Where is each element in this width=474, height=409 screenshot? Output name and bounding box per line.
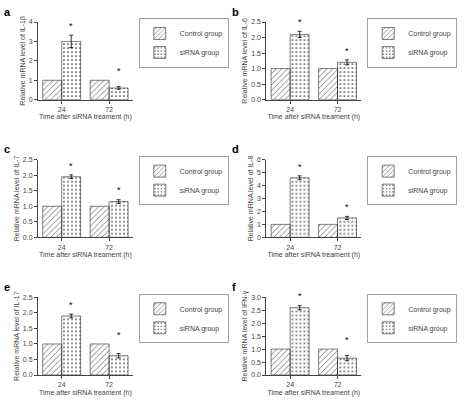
svg-text:0: 0 — [29, 96, 33, 103]
svg-text:a: a — [4, 6, 11, 18]
svg-text:1: 1 — [29, 77, 33, 84]
svg-text:2.0: 2.0 — [23, 309, 33, 316]
svg-text:Control group: Control group — [180, 30, 223, 38]
svg-text:Control group: Control group — [408, 30, 451, 38]
svg-text:24: 24 — [58, 381, 66, 388]
svg-text:Time after siRNA treament (h): Time after siRNA treament (h) — [267, 113, 360, 121]
svg-text:0: 0 — [257, 234, 261, 241]
svg-text:2.5: 2.5 — [23, 156, 33, 163]
svg-text:3: 3 — [29, 38, 33, 45]
svg-text:*: * — [117, 66, 121, 76]
svg-text:siRNA group: siRNA group — [180, 187, 219, 195]
svg-text:*: * — [117, 330, 121, 340]
svg-text:e: e — [4, 281, 10, 293]
svg-text:0.5: 0.5 — [251, 359, 261, 366]
svg-text:*: * — [69, 21, 73, 31]
svg-text:*: * — [345, 202, 349, 212]
svg-text:2.0: 2.0 — [251, 34, 261, 41]
svg-text:6: 6 — [257, 156, 261, 163]
svg-text:1.5: 1.5 — [251, 50, 261, 57]
svg-text:*: * — [345, 46, 349, 56]
svg-text:2.0: 2.0 — [23, 172, 33, 179]
svg-text:Relative mRNA level of IL-1β: Relative mRNA level of IL-1β — [19, 16, 27, 106]
svg-text:24: 24 — [286, 381, 294, 388]
svg-text:4: 4 — [29, 18, 33, 25]
svg-text:72: 72 — [105, 106, 113, 113]
svg-text:Relative mRNA level of IL-17: Relative mRNA level of IL-17 — [13, 291, 20, 381]
svg-text:*: * — [69, 161, 73, 171]
svg-text:0.0: 0.0 — [23, 234, 33, 241]
svg-text:0.0: 0.0 — [23, 371, 33, 378]
svg-text:Time after siRNA treament (h): Time after siRNA treament (h) — [39, 113, 132, 121]
svg-text:1.0: 1.0 — [23, 340, 33, 347]
svg-text:Relative mRNA level of IL-7: Relative mRNA level of IL-7 — [13, 156, 20, 242]
svg-text:d: d — [232, 143, 239, 155]
svg-text:*: * — [69, 300, 73, 310]
svg-text:2.0: 2.0 — [251, 320, 261, 327]
svg-text:0.0: 0.0 — [251, 96, 261, 103]
svg-text:Relative mRNA level of IFN-γ: Relative mRNA level of IFN-γ — [241, 290, 249, 381]
svg-text:siRNA group: siRNA group — [180, 49, 219, 57]
svg-text:1.5: 1.5 — [23, 187, 33, 194]
svg-text:0.0: 0.0 — [251, 371, 261, 378]
svg-text:siRNA group: siRNA group — [408, 49, 447, 57]
svg-text:72: 72 — [105, 381, 113, 388]
svg-text:f: f — [232, 281, 236, 293]
svg-text:72: 72 — [334, 106, 342, 113]
svg-text:1.0: 1.0 — [251, 346, 261, 353]
svg-text:3.0: 3.0 — [251, 294, 261, 301]
svg-text:2.5: 2.5 — [251, 18, 261, 25]
svg-text:siRNA group: siRNA group — [180, 325, 219, 333]
svg-text:3: 3 — [257, 195, 261, 202]
svg-text:Time after siRNA treament (h): Time after siRNA treament (h) — [39, 251, 132, 259]
svg-text:Relative mRNA level of IL-8: Relative mRNA level of IL-8 — [247, 156, 254, 242]
svg-text:Time after siRNA treament (h): Time after siRNA treament (h) — [39, 389, 132, 397]
svg-text:siRNA group: siRNA group — [408, 325, 447, 333]
svg-text:5: 5 — [257, 169, 261, 176]
svg-text:b: b — [232, 6, 239, 18]
svg-text:1.5: 1.5 — [23, 325, 33, 332]
svg-text:2.5: 2.5 — [251, 307, 261, 314]
svg-text:Control group: Control group — [180, 168, 223, 176]
svg-text:*: * — [298, 291, 302, 301]
svg-text:1.0: 1.0 — [23, 203, 33, 210]
svg-text:Control group: Control group — [408, 168, 451, 176]
svg-text:0.5: 0.5 — [251, 81, 261, 88]
svg-text:24: 24 — [286, 106, 294, 113]
svg-text:24: 24 — [58, 244, 66, 251]
svg-text:Time after siRNA treament (h): Time after siRNA treament (h) — [267, 251, 360, 259]
svg-text:*: * — [345, 335, 349, 345]
svg-text:24: 24 — [286, 244, 294, 251]
svg-text:1: 1 — [257, 221, 261, 228]
svg-text:72: 72 — [334, 381, 342, 388]
svg-text:2.5: 2.5 — [23, 294, 33, 301]
svg-text:Control group: Control group — [408, 306, 451, 314]
svg-text:c: c — [4, 143, 10, 155]
svg-text:1.0: 1.0 — [251, 65, 261, 72]
svg-text:*: * — [298, 162, 302, 172]
svg-text:1.5: 1.5 — [251, 333, 261, 340]
svg-text:siRNA group: siRNA group — [408, 187, 447, 195]
svg-text:2: 2 — [29, 57, 33, 64]
svg-text:Control group: Control group — [180, 306, 223, 314]
svg-text:Relative mRNA level of IL-6: Relative mRNA level of IL-6 — [241, 18, 248, 104]
svg-text:72: 72 — [334, 244, 342, 251]
svg-text:72: 72 — [105, 244, 113, 251]
svg-text:Time after siRNA treament (h): Time after siRNA treament (h) — [267, 389, 360, 397]
svg-text:*: * — [117, 185, 121, 195]
svg-text:24: 24 — [58, 106, 66, 113]
svg-text:*: * — [298, 17, 302, 27]
svg-text:0.5: 0.5 — [23, 218, 33, 225]
svg-text:4: 4 — [257, 182, 261, 189]
svg-text:0.5: 0.5 — [23, 356, 33, 363]
svg-text:2: 2 — [257, 208, 261, 215]
